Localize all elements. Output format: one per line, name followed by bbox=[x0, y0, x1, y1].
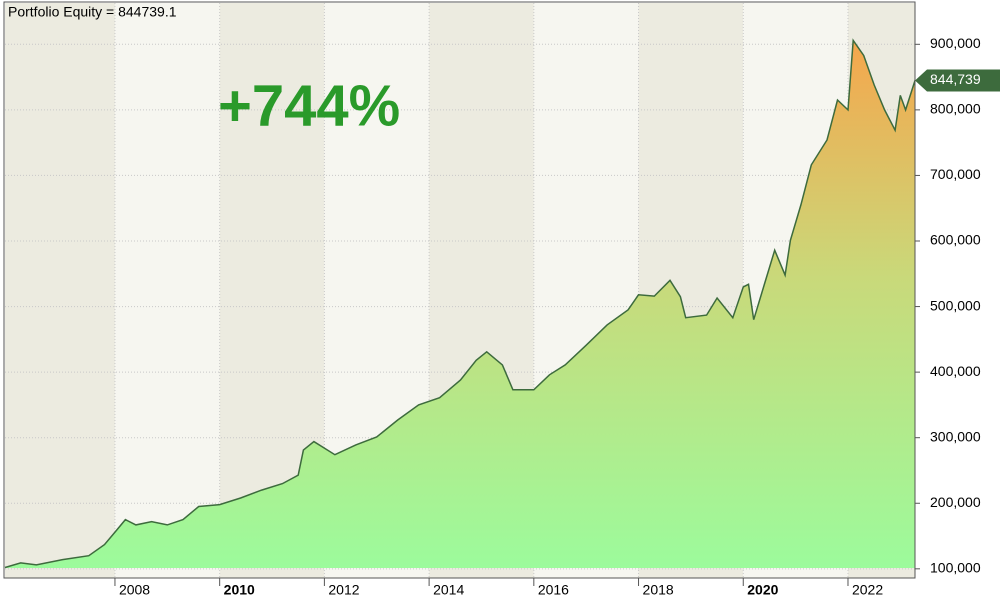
x-tick-label: 2016 bbox=[538, 582, 569, 598]
x-tick-label: 2012 bbox=[328, 582, 359, 598]
x-tick-label: 2010 bbox=[224, 582, 255, 598]
y-tick-label: 700,000 bbox=[930, 166, 981, 182]
y-tick-label: 900,000 bbox=[930, 35, 981, 51]
y-tick-label: 300,000 bbox=[930, 428, 981, 444]
annotation: +744% bbox=[218, 73, 400, 138]
line bbox=[4, 38, 916, 569]
y-tick-label: 600,000 bbox=[930, 232, 981, 248]
plot bbox=[4, 38, 916, 569]
plot-frame bbox=[3, 1, 916, 579]
y-tick-label: 200,000 bbox=[930, 494, 981, 510]
band bbox=[114, 3, 220, 578]
x-tick-label: 2008 bbox=[119, 582, 150, 598]
area bbox=[5, 40, 915, 568]
y-tick-label: 500,000 bbox=[930, 297, 981, 313]
x-tick-label: 2018 bbox=[643, 582, 674, 598]
band bbox=[5, 3, 115, 578]
y-tick-label: 800,000 bbox=[930, 101, 981, 117]
x-tick-label: 2014 bbox=[433, 582, 464, 598]
y-tick-label: 100,000 bbox=[930, 560, 981, 576]
chart-title: Portfolio Equity = 844739.1 bbox=[8, 4, 177, 20]
x-tick-label: 2020 bbox=[747, 582, 778, 598]
x-tick-label: 2022 bbox=[852, 582, 883, 598]
y-tick-label: 400,000 bbox=[930, 363, 981, 379]
last-value-marker bbox=[915, 69, 1000, 92]
last-value-label: 844,739 bbox=[930, 71, 981, 87]
